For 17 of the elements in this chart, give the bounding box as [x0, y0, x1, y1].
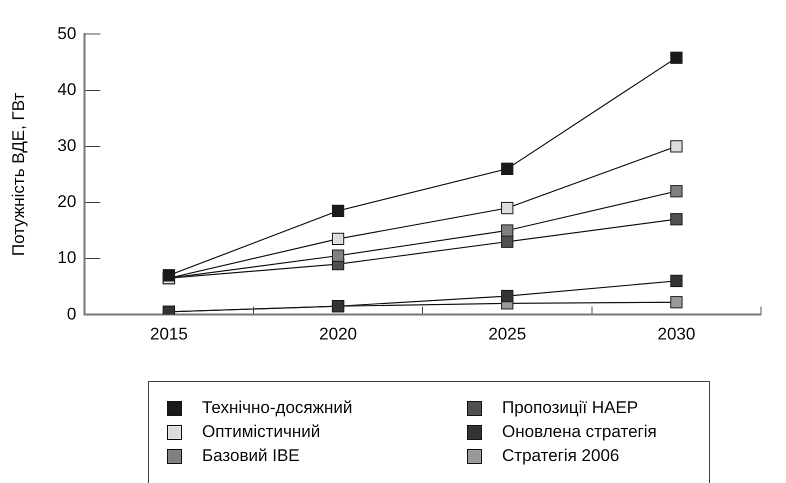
y-tick-label: 10	[57, 248, 76, 268]
y-tick-label: 50	[57, 24, 76, 43]
legend-label: Оновлена стратегія	[502, 422, 657, 442]
legend-label: Пропозиції НАЕР	[502, 398, 638, 418]
legend-label: Технічно-досяжний	[202, 398, 352, 418]
y-tick-label: 40	[57, 80, 76, 99]
y-tick-label: 0	[66, 304, 76, 324]
y-axis-title: Потужність ВДЕ, ГВт	[8, 92, 28, 256]
x-tick-label: 2025	[488, 324, 526, 344]
x-tick-label: 2020	[319, 324, 357, 344]
y-tick-label: 30	[57, 136, 76, 156]
legend-label: Базовий IBE	[202, 446, 300, 466]
x-tick-label: 2030	[658, 324, 696, 344]
legend-label: Оптимістичний	[202, 422, 320, 442]
y-tick-label: 20	[57, 192, 76, 212]
legend-label: Стратегія 2006	[502, 446, 620, 466]
x-tick-label: 2015	[150, 324, 188, 344]
